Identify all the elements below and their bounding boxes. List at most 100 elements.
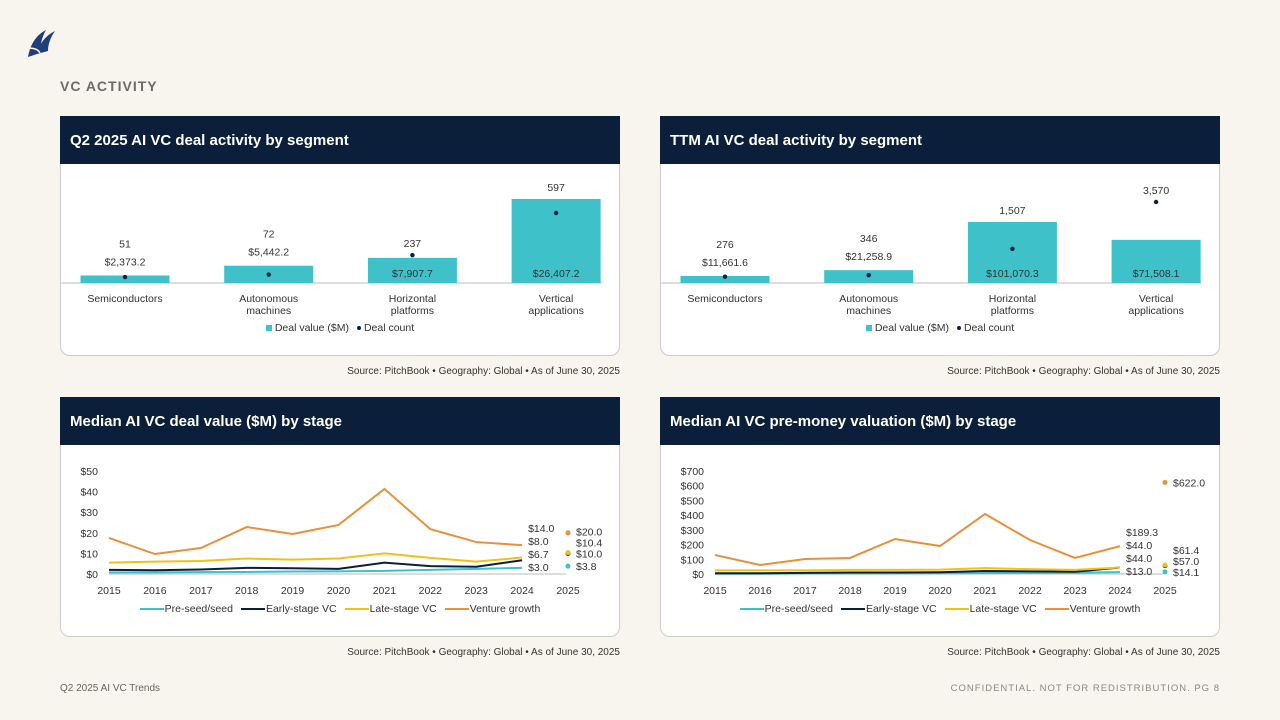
dot-deal-count xyxy=(410,253,415,258)
legend-deal-count: Deal count xyxy=(956,322,1015,334)
end-label-2025: $3.8 xyxy=(576,561,597,573)
legend-label: Pre-seed/seed xyxy=(164,603,233,615)
legend-label: Deal count xyxy=(963,322,1015,334)
end-label-2025: $61.4 xyxy=(1173,545,1199,557)
category-label: machines xyxy=(246,305,291,317)
dot-deal-count xyxy=(266,272,271,277)
legend-item: Early-stage VC xyxy=(840,603,937,615)
dot-icon xyxy=(956,326,961,331)
bar-deal-value xyxy=(80,275,170,283)
y-tick-label: $0 xyxy=(692,569,704,581)
end-label-2025: $57.0 xyxy=(1173,556,1199,568)
series-line xyxy=(108,552,523,564)
y-tick-label: $40 xyxy=(80,487,98,499)
legend-item: Venture growth xyxy=(1044,603,1141,615)
count-label: 51 xyxy=(119,238,131,250)
footer-right: CONFIDENTIAL. NOT FOR REDISTRIBUTION. PG… xyxy=(950,683,1220,694)
legend: Pre-seed/seed Early-stage VC Late-stage VC… xyxy=(661,603,1219,615)
x-tick-label: 2025 xyxy=(556,585,580,597)
legend-item: Venture growth xyxy=(444,603,541,615)
category-label: platforms xyxy=(991,305,1034,317)
count-label: 276 xyxy=(716,239,734,251)
dot-2025 xyxy=(1162,479,1168,485)
x-tick-label: 2021 xyxy=(373,585,397,597)
chart-panel: Median AI VC pre-money valuation ($M) by… xyxy=(660,397,1220,658)
end-label-2025: $622.0 xyxy=(1173,477,1205,489)
dot-2025 xyxy=(565,550,571,556)
x-tick-label: 2023 xyxy=(465,585,489,597)
y-tick-label: $400 xyxy=(681,510,705,522)
square-icon xyxy=(865,325,872,331)
value-label: $101,070.3 xyxy=(986,268,1039,280)
end-label-2024: $13.0 xyxy=(1126,566,1152,578)
x-tick-label: 2024 xyxy=(510,585,534,597)
chart-svg: $11,661.6 276 Semiconductors $21,258.9 346 Au… xyxy=(661,185,1201,317)
end-label-2025: $20.0 xyxy=(576,526,602,538)
x-tick-label: 2016 xyxy=(748,585,772,597)
dot-deal-count xyxy=(866,272,871,278)
section-title: VC ACTIVITY xyxy=(60,78,158,94)
line-swatch-icon xyxy=(240,608,265,611)
end-label-2024: $44.0 xyxy=(1126,553,1152,565)
count-label: 3,570 xyxy=(1143,185,1169,197)
end-label-2025: $10.4 xyxy=(576,537,602,549)
y-tick-label: $0 xyxy=(86,569,98,581)
legend-deal-value: Deal value ($M) xyxy=(265,322,349,334)
y-tick-label: $500 xyxy=(681,495,705,507)
legend-label: Venture growth xyxy=(1069,603,1141,615)
x-tick-label: 2022 xyxy=(419,585,443,597)
value-label: $7,907.7 xyxy=(392,268,433,280)
y-tick-label: $20 xyxy=(80,528,98,540)
chart-panel: Median AI VC deal value ($M) by stage $0… xyxy=(60,397,620,658)
legend-label: Late-stage VC xyxy=(969,603,1037,615)
dot-2025 xyxy=(565,530,571,536)
chart-body: $0 $10 $20 $30 $40 $50 2015 2016 2017 2018 2019 202… xyxy=(60,445,620,637)
category-label: Horizontal xyxy=(389,293,436,305)
chart-svg: $0 $10 $20 $30 $40 $50 2015 2016 2017 2018 2019 202… xyxy=(80,466,602,597)
y-tick-label: $300 xyxy=(681,525,705,537)
legend-label: Early-stage VC xyxy=(865,603,937,615)
legend-label: Deal value ($M) xyxy=(874,322,949,334)
chart-title: Median AI VC pre-money valuation ($M) by… xyxy=(660,397,1220,445)
x-tick-label: 2020 xyxy=(928,585,952,597)
chart-title: TTM AI VC deal activity by segment xyxy=(660,116,1220,164)
line-swatch-icon xyxy=(739,608,764,611)
y-tick-label: $50 xyxy=(80,466,98,478)
legend-label: Deal value ($M) xyxy=(274,322,349,334)
count-label: 1,507 xyxy=(999,205,1025,217)
legend-label: Late-stage VC xyxy=(369,603,437,615)
x-tick-label: 2017 xyxy=(793,585,817,597)
end-label-2024: $8.0 xyxy=(528,536,549,548)
footer-left: Q2 2025 AI VC Trends xyxy=(60,683,161,694)
x-tick-label: 2018 xyxy=(235,585,259,597)
chart-body: $0 $100 $200 $300 $400 $500 $600 $700 2015 2016 20… xyxy=(660,445,1220,637)
dot-2025 xyxy=(1162,562,1168,568)
series-line xyxy=(715,566,1121,572)
chart-svg: $0 $100 $200 $300 $400 $500 $600 $700 2015 2016 20… xyxy=(681,466,1206,597)
legend-deal-count: Deal count xyxy=(356,322,414,334)
chart-source: Source: PitchBook • Geography: Global • … xyxy=(347,366,620,377)
line-swatch-icon xyxy=(139,608,164,611)
chart-body: $2,373.2 51 Semiconductors $5,442.2 72 Autono… xyxy=(60,164,620,356)
logo xyxy=(24,27,56,64)
legend-label: Early-stage VC xyxy=(265,603,337,615)
x-tick-label: 2025 xyxy=(1153,585,1177,597)
end-label-2024: $189.3 xyxy=(1126,527,1158,539)
y-tick-label: $100 xyxy=(681,554,705,566)
category-label: Autonomous xyxy=(839,293,898,305)
x-tick-label: 2017 xyxy=(189,585,213,597)
legend-item: Pre-seed/seed xyxy=(739,603,833,615)
chart-title: Median AI VC deal value ($M) by stage xyxy=(60,397,620,445)
end-label-2025: $14.1 xyxy=(1173,567,1199,579)
end-label-2024: $44.0 xyxy=(1126,540,1152,552)
y-tick-label: $600 xyxy=(681,481,705,493)
end-label-2024: $6.7 xyxy=(528,549,549,561)
x-tick-label: 2019 xyxy=(281,585,305,597)
legend-label: Venture growth xyxy=(469,603,541,615)
dot-2025 xyxy=(565,563,571,569)
series-line xyxy=(714,512,1121,567)
x-tick-label: 2016 xyxy=(143,585,167,597)
chart-source: Source: PitchBook • Geography: Global • … xyxy=(947,647,1220,658)
bar-deal-value xyxy=(967,222,1057,283)
value-label: $5,442.2 xyxy=(248,247,289,259)
